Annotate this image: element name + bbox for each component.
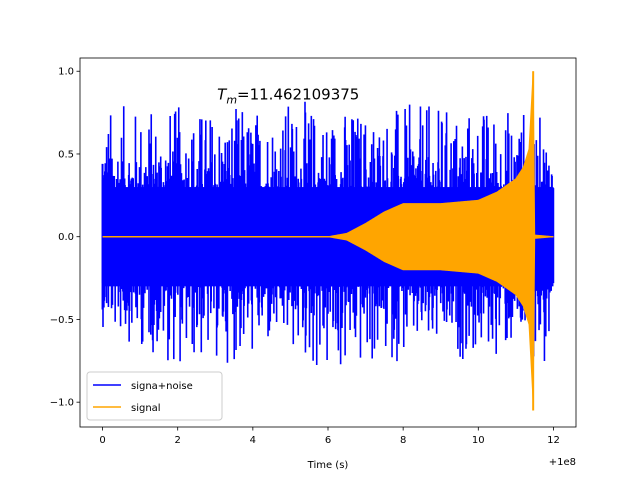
y-tick-label: 0.0 (58, 232, 74, 243)
x-tick-label: 0 (99, 435, 105, 446)
x-tick-label: 4 (250, 435, 256, 446)
x-tick-label: 6 (325, 435, 331, 446)
legend-label-noise: signa+noise (131, 381, 193, 392)
legend-label-signal: signal (131, 403, 161, 414)
series-signal (102, 71, 554, 411)
x-tick-label: 12 (547, 435, 560, 446)
x-tick-label: 10 (472, 435, 485, 446)
plot-data-layer (101, 71, 555, 411)
y-tick-label: −1.0 (50, 398, 74, 409)
y-tick-label: −0.5 (50, 315, 74, 326)
legend: signa+noise signal (86, 371, 223, 421)
y-tick-label: 1.0 (58, 67, 74, 78)
y-tick-label: 0.5 (58, 149, 74, 160)
x-tick-label: 2 (175, 435, 181, 446)
annotation-value: =11.462109375 (237, 85, 359, 103)
x-axis-offset-label: +1e8 (549, 457, 576, 468)
time-annotation: Tm=11.462109375 (217, 85, 359, 106)
annotation-subscript: m (226, 93, 237, 106)
axis-ticks: 0 2 4 6 8 10 12 −1.0 −0.5 0.0 0.5 1.0 (50, 67, 560, 446)
legend-box (86, 371, 223, 421)
x-axis-label: Time (s) (307, 460, 349, 471)
annotation-symbol: T (217, 85, 228, 103)
x-tick-label: 8 (400, 435, 406, 446)
